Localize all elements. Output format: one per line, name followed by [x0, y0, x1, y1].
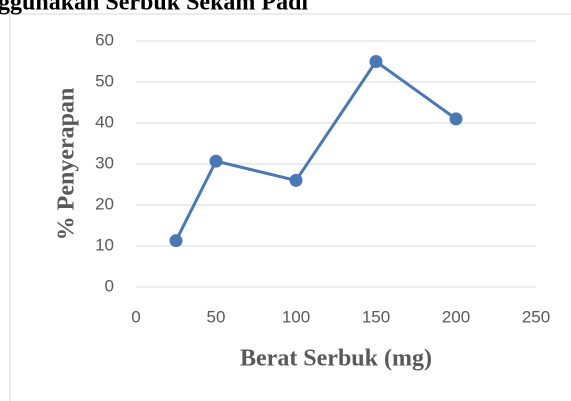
y-tick-label: 10 [95, 235, 114, 254]
x-tick-label: 200 [442, 307, 470, 326]
x-tick-label: 250 [522, 307, 550, 326]
data-point [369, 55, 383, 68]
x-tick-label: 150 [362, 307, 390, 326]
data-point [169, 234, 183, 248]
data-line [174, 59, 457, 242]
y-tick-label: 50 [95, 71, 114, 90]
chart-title: ggunakan Serbuk Sekam Padi [0, 0, 308, 16]
x-axis-label: Berat Serbuk (mg) [240, 346, 432, 372]
x-tick-label: 0 [131, 307, 140, 326]
y-tick-label: 0 [105, 276, 114, 295]
chart-frame [9, 13, 571, 401]
y-tick-label: 20 [95, 194, 114, 213]
x-tick-label: 100 [282, 307, 310, 326]
x-tick-label: 50 [207, 307, 226, 326]
data-point [289, 173, 303, 187]
y-tick-label: 30 [95, 153, 114, 172]
data-point [449, 112, 463, 126]
data-point [209, 154, 223, 168]
y-tick-label: 60 [95, 30, 114, 49]
y-tick-label: 40 [95, 112, 114, 131]
y-axis-label: % Penyerapan [54, 88, 80, 241]
